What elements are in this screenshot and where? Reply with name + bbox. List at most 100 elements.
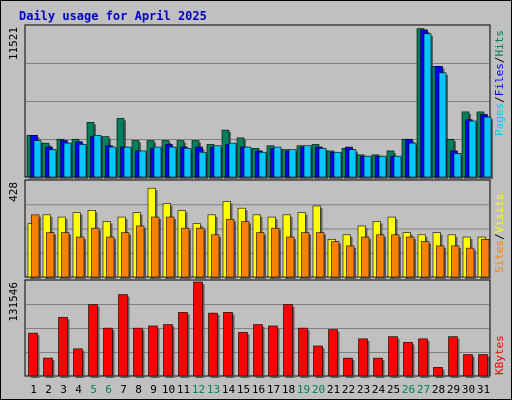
kbytes-bar bbox=[118, 294, 128, 377]
pages-bar bbox=[93, 135, 102, 178]
kbytes-bar bbox=[28, 332, 38, 377]
pages-bar bbox=[363, 155, 372, 178]
day-label: 8 bbox=[135, 383, 142, 396]
kbytes-bar bbox=[178, 312, 188, 377]
pages-bar bbox=[183, 148, 192, 178]
sites-bar bbox=[166, 216, 175, 278]
legend-separator: / bbox=[493, 57, 506, 64]
pages-bar bbox=[303, 145, 312, 178]
kbytes-bar bbox=[223, 312, 233, 377]
sites-bar bbox=[331, 241, 340, 278]
day-label: 10 bbox=[162, 383, 175, 396]
day-label: 23 bbox=[357, 383, 370, 396]
day-label: 12 bbox=[192, 383, 205, 396]
pages-bar bbox=[468, 120, 477, 178]
sites-bar bbox=[316, 232, 325, 278]
pages-bar bbox=[198, 151, 207, 178]
sites-bar bbox=[31, 214, 40, 278]
pages-bar bbox=[33, 140, 42, 178]
kbytes-bar bbox=[133, 327, 143, 377]
day-label: 21 bbox=[327, 383, 340, 396]
pages-bar bbox=[243, 146, 252, 178]
legend-separator: / bbox=[493, 96, 506, 103]
kbytes-bar bbox=[388, 336, 398, 377]
kbytes-bar bbox=[463, 354, 473, 377]
pages-bar bbox=[378, 155, 387, 178]
day-label: 22 bbox=[342, 383, 355, 396]
day-label: 6 bbox=[105, 383, 112, 396]
sites-bar bbox=[481, 238, 490, 278]
pages-bar bbox=[288, 149, 297, 178]
y-max-label-kbytes: 131546 bbox=[7, 282, 20, 322]
kbytes-bar bbox=[358, 338, 368, 377]
sites-bar bbox=[181, 227, 190, 278]
pages-bar bbox=[108, 146, 117, 178]
pages-bar bbox=[423, 33, 432, 178]
day-label: 28 bbox=[432, 383, 445, 396]
day-label: 4 bbox=[75, 383, 82, 396]
day-label: 3 bbox=[60, 383, 67, 396]
sites-bar bbox=[91, 227, 100, 278]
day-label: 27 bbox=[417, 383, 430, 396]
kbytes-bar bbox=[238, 332, 248, 377]
legend-kbytes: KBytes bbox=[493, 335, 506, 375]
day-label: 16 bbox=[252, 383, 265, 396]
kbytes-bar bbox=[298, 327, 308, 377]
day-label: 2 bbox=[45, 383, 52, 396]
sites-bar bbox=[406, 236, 415, 278]
sites-bar bbox=[256, 232, 265, 278]
legend-separator: / bbox=[493, 233, 506, 240]
day-label: 24 bbox=[372, 383, 386, 396]
day-label: 5 bbox=[90, 383, 97, 396]
sites-bar bbox=[271, 227, 280, 278]
kbytes-bar bbox=[418, 338, 428, 377]
day-label: 19 bbox=[297, 383, 310, 396]
kbytes-bar bbox=[448, 336, 458, 377]
kbytes-bar bbox=[43, 357, 53, 377]
pages-bar bbox=[168, 146, 177, 178]
y-max-label-sites-visits: 428 bbox=[7, 182, 20, 202]
sites-bar bbox=[376, 234, 385, 278]
kbytes-bar bbox=[103, 327, 113, 377]
sites-bar bbox=[61, 232, 70, 278]
sites-bar bbox=[301, 232, 310, 278]
kbytes-bar bbox=[148, 325, 158, 377]
kbytes-bar bbox=[328, 329, 338, 377]
kbytes-bar bbox=[283, 304, 293, 377]
kbytes-bar bbox=[193, 281, 203, 377]
sites-bar bbox=[361, 236, 370, 278]
pages-bar bbox=[408, 142, 417, 178]
day-label: 13 bbox=[207, 383, 220, 396]
day-label: 30 bbox=[462, 383, 475, 396]
kbytes-bar bbox=[268, 325, 278, 377]
legend-sites-visits: Sites/Visits bbox=[493, 194, 506, 274]
sites-bar bbox=[106, 236, 115, 278]
sites-bar bbox=[196, 227, 205, 278]
day-label: 18 bbox=[282, 383, 295, 396]
sites-bar bbox=[46, 232, 55, 278]
kbytes-bar bbox=[163, 324, 173, 377]
day-label: 29 bbox=[447, 383, 460, 396]
day-label: 25 bbox=[387, 383, 400, 396]
legend-hits-files-pages: Pages/Files/Hits bbox=[493, 30, 506, 136]
sites-bar bbox=[151, 216, 160, 278]
pages-bar bbox=[438, 72, 447, 178]
day-label: 26 bbox=[402, 383, 415, 396]
pages-bar bbox=[78, 144, 87, 178]
pages-bar bbox=[348, 149, 357, 178]
kbytes-bar bbox=[208, 312, 218, 377]
pages-bar bbox=[453, 153, 462, 178]
pages-bar bbox=[213, 145, 222, 178]
legend-visits: Visits bbox=[493, 194, 506, 234]
kbytes-bar bbox=[58, 317, 68, 377]
kbytes-bar bbox=[313, 345, 323, 377]
sites-bar bbox=[391, 234, 400, 278]
kbytes-bar bbox=[73, 348, 83, 377]
kbytes-bar bbox=[88, 304, 98, 377]
day-label: 20 bbox=[312, 383, 325, 396]
day-label: 14 bbox=[222, 383, 236, 396]
legend-files: Files bbox=[493, 63, 506, 96]
sites-bar bbox=[466, 247, 475, 278]
legend-pages: Pages bbox=[493, 103, 506, 136]
